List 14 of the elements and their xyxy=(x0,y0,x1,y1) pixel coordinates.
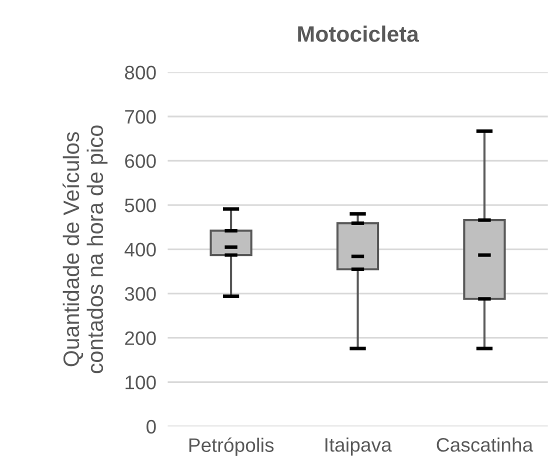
y-tick-label: 700 xyxy=(125,110,156,124)
chart-title: Motocicleta xyxy=(298,26,420,42)
y-tick-label: 300 xyxy=(124,287,156,301)
x-tick-label: Petrópolis xyxy=(189,438,274,456)
y-tick-label: 200 xyxy=(125,331,156,346)
y-tick-label: 400 xyxy=(124,242,156,257)
y-tick-label: 500 xyxy=(124,198,156,212)
x-tick-label: Cascatinha xyxy=(436,438,534,452)
y-tick-label: 0 xyxy=(146,420,156,434)
y-axis-title: Quantidade de Veículos contados na hora de pico xyxy=(62,125,108,374)
y-tick-label: 800 xyxy=(124,66,156,80)
x-tick-label: Itaipava xyxy=(326,438,392,456)
y-tick-label: 600 xyxy=(125,154,156,168)
y-tick-label: 100 xyxy=(126,376,156,390)
